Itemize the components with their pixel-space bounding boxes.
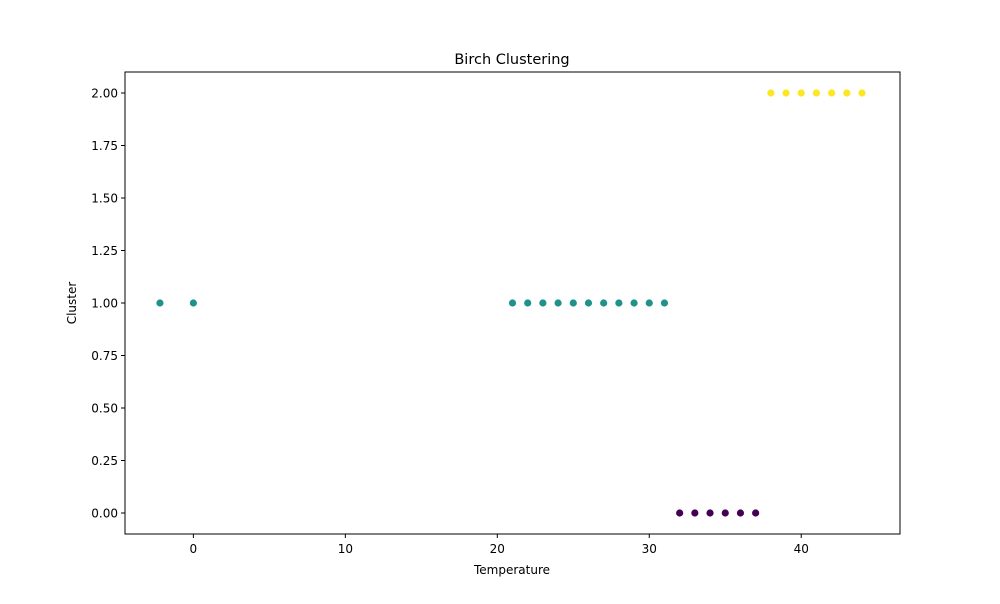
x-tick-label: 10 [338,542,353,556]
data-point [539,299,547,307]
x-tick-label: 40 [794,542,809,556]
y-tick-label: 1.75 [91,139,118,153]
y-tick-label: 1.50 [91,192,118,206]
y-tick-label: 0.00 [91,507,118,521]
x-tick-label: 30 [642,542,657,556]
data-point [736,509,745,517]
y-axis-label: Cluster [65,282,79,325]
chart-title: Birch Clustering [454,52,569,68]
data-point [691,509,699,517]
data-point [645,299,653,307]
x-axis-label: Temperature [473,563,550,577]
y-tick-label: 2.00 [91,87,118,101]
data-point [569,299,577,307]
data-point [660,299,669,307]
y-axis-ticks: 0.00 0.25 0.50 0.75 1.00 1.25 1.50 1.75 2.00 [91,87,125,521]
y-tick-label: 0.25 [91,454,118,468]
data-point [508,299,517,307]
data-point [524,299,532,307]
data-point [554,299,562,307]
data-point [782,89,790,97]
y-tick-label: 1.00 [91,297,118,311]
y-tick-label: 1.25 [91,244,118,258]
data-point [706,509,714,517]
data-points [156,89,866,517]
data-point [600,299,608,307]
data-point [843,89,851,97]
data-point [615,299,623,307]
data-point [676,509,684,517]
data-point [828,89,836,97]
data-point [812,89,821,97]
y-tick-label: 0.75 [91,349,118,363]
data-point [584,299,593,307]
x-tick-label: 20 [490,542,505,556]
x-axis-ticks: 0 10 20 30 40 [190,534,809,556]
x-tick-label: 0 [190,542,198,556]
data-point [752,509,760,517]
data-point [630,299,638,307]
data-point [797,89,805,97]
data-point [858,89,866,97]
data-point [189,299,197,307]
data-point [721,509,729,517]
data-point [767,89,775,97]
y-tick-label: 0.50 [91,402,118,416]
data-point [156,299,164,307]
